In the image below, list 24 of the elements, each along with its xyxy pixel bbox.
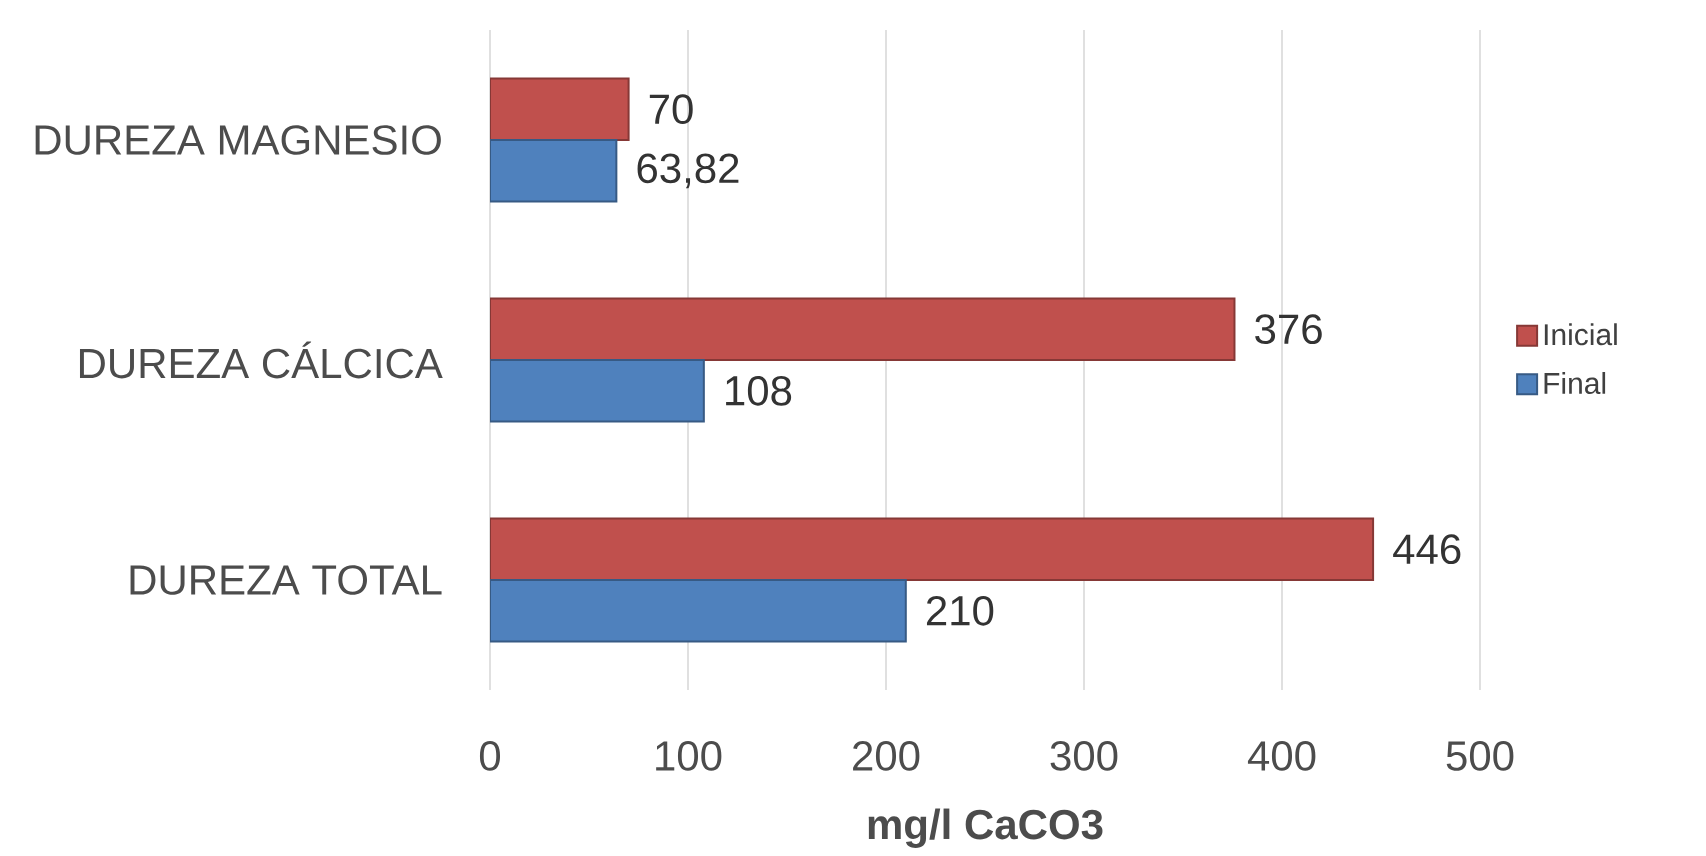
x-tick-label: 500 bbox=[1446, 741, 1514, 771]
data-label: 63,82 bbox=[637, 153, 739, 189]
bar bbox=[490, 579, 907, 643]
y-tick-label: DUREZA TOTAL bbox=[130, 565, 442, 595]
x-tick-label: 200 bbox=[853, 741, 920, 771]
bar bbox=[490, 138, 618, 203]
bar bbox=[490, 517, 1375, 581]
legend-label: Final bbox=[1544, 372, 1606, 395]
bar bbox=[490, 77, 630, 141]
legend-label: Inicial bbox=[1544, 323, 1617, 346]
x-tick-label: 0 bbox=[479, 741, 501, 771]
x-tick-label: 100 bbox=[656, 741, 722, 771]
data-label: 108 bbox=[726, 375, 792, 406]
x-axis-title: mg/l CaCO3 bbox=[868, 808, 1103, 848]
x-tick-label: 300 bbox=[1050, 741, 1118, 771]
y-tick-label: DUREZA MAGNESIO bbox=[35, 125, 441, 155]
data-label: 446 bbox=[1393, 534, 1461, 565]
data-label: 376 bbox=[1255, 314, 1322, 345]
y-tick-label: DUREZA CÁLCICA bbox=[79, 341, 443, 379]
data-label: 70 bbox=[649, 94, 693, 125]
data-label: 210 bbox=[926, 595, 994, 626]
x-tick-label: 400 bbox=[1247, 741, 1316, 771]
bar bbox=[490, 297, 1236, 361]
bar bbox=[490, 358, 705, 423]
